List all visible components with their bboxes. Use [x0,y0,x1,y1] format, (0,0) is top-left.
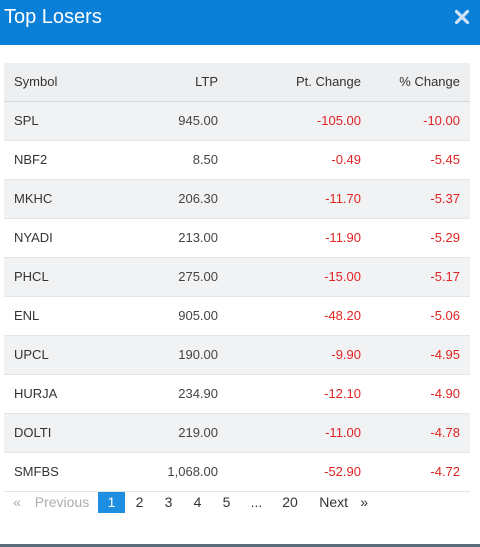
pt-change-cell: -52.90 [228,452,371,492]
pt-change-cell: -0.49 [228,140,371,180]
symbol-cell: MKHC [4,179,120,219]
ltp-cell: 234.90 [120,374,228,414]
page-button-20[interactable]: 20 [282,494,298,510]
symbol-cell: UPCL [4,335,120,375]
table-row[interactable]: SPL 945.00 -105.00 -10.00 [4,101,470,141]
page-button-3[interactable]: 3 [164,494,173,510]
page-button-1[interactable]: 1 [98,492,125,513]
symbol-cell: DOLTI [4,413,120,453]
pct-change-cell: -4.72 [371,452,470,492]
close-icon[interactable] [454,9,470,25]
symbol-cell: ENL [4,296,120,336]
pt-change-cell: -11.00 [228,413,371,453]
table-row[interactable]: NBF2 8.50 -0.49 -5.45 [4,140,470,180]
ltp-cell: 213.00 [120,218,228,258]
modal-title: Top Losers [4,6,102,28]
symbol-cell: SMFBS [4,452,120,492]
column-header-ltp[interactable]: LTP [120,63,228,102]
table-row[interactable]: DOLTI 219.00 -11.00 -4.78 [4,413,470,453]
pct-change-cell: -4.95 [371,335,470,375]
table-body: SPL 945.00 -105.00 -10.00 NBF2 8.50 -0.49 -5.45… [4,101,470,492]
table-row[interactable]: SMFBS 1,068.00 -52.90 -4.72 [4,452,470,492]
ltp-cell: 1,068.00 [120,452,228,492]
ltp-cell: 219.00 [120,413,228,453]
pct-change-cell: -5.17 [371,257,470,297]
pt-change-cell: -11.90 [228,218,371,258]
column-header-symbol[interactable]: Symbol [4,63,120,102]
ltp-cell: 905.00 [120,296,228,336]
ltp-cell: 945.00 [120,101,228,141]
table-row[interactable]: NYADI 213.00 -11.90 -5.29 [4,218,470,258]
pct-change-cell: -5.29 [371,218,470,258]
pct-change-cell: -4.78 [371,413,470,453]
pt-change-cell: -15.00 [228,257,371,297]
modal-header: Top Losers [0,0,480,45]
table-row[interactable]: MKHC 206.30 -11.70 -5.37 [4,179,470,219]
top-losers-table-container: Symbol LTP Pt. Change % Change SPL 945.00… [4,63,470,492]
column-header-pt-change[interactable]: Pt. Change [228,63,371,102]
pct-change-cell: -4.90 [371,374,470,414]
next-page-button[interactable]: Next [319,494,348,510]
pct-change-cell: -5.06 [371,296,470,336]
last-page-arrow[interactable]: » [360,494,368,510]
symbol-cell: HURJA [4,374,120,414]
pt-change-cell: -105.00 [228,101,371,141]
page-button-2[interactable]: 2 [135,494,144,510]
pt-change-cell: -9.90 [228,335,371,375]
symbol-cell: NBF2 [4,140,120,180]
pct-change-cell: -5.45 [371,140,470,180]
table-row[interactable]: PHCL 275.00 -15.00 -5.17 [4,257,470,297]
pt-change-cell: -11.70 [228,179,371,219]
pt-change-cell: -48.20 [228,296,371,336]
ltp-cell: 190.00 [120,335,228,375]
ltp-cell: 275.00 [120,257,228,297]
pagination-ellipsis: ... [250,494,263,510]
table-row[interactable]: UPCL 190.00 -9.90 -4.95 [4,335,470,375]
symbol-cell: SPL [4,101,120,141]
table-row[interactable]: ENL 905.00 -48.20 -5.06 [4,296,470,336]
pct-change-cell: -10.00 [371,101,470,141]
pagination: « Previous 1 2 3 4 5 ... 20 Next » [8,492,368,513]
table-row[interactable]: HURJA 234.90 -12.10 -4.90 [4,374,470,414]
previous-page-button[interactable]: Previous [34,494,90,510]
page-button-4[interactable]: 4 [193,494,202,510]
ltp-cell: 8.50 [120,140,228,180]
symbol-cell: PHCL [4,257,120,297]
modal-bottom-border [0,544,480,547]
symbol-cell: NYADI [4,218,120,258]
page-button-5[interactable]: 5 [222,494,231,510]
pct-change-cell: -5.37 [371,179,470,219]
table-header-row: Symbol LTP Pt. Change % Change [4,63,470,102]
pt-change-cell: -12.10 [228,374,371,414]
first-page-arrow[interactable]: « [13,494,21,510]
ltp-cell: 206.30 [120,179,228,219]
top-losers-table: Symbol LTP Pt. Change % Change SPL 945.00… [4,63,470,492]
column-header-pct-change[interactable]: % Change [371,63,470,102]
